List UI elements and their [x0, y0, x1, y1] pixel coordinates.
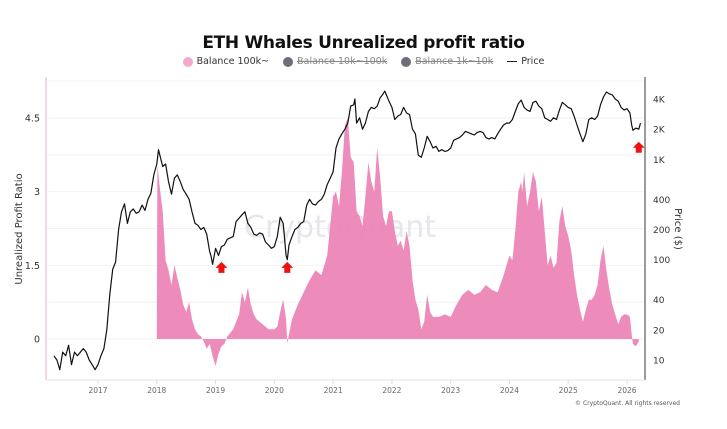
legend: Balance 100k~ Balance 10k~100k Balance 1… — [0, 56, 727, 67]
x-tick-label: 2024 — [500, 386, 519, 395]
price-line — [53, 90, 642, 371]
y-left-tick-label: 1.5 — [25, 261, 40, 272]
legend-swatch-circle — [182, 56, 193, 67]
legend-item-balance-100k[interactable]: Balance 100k~ — [182, 56, 270, 67]
up-arrow-icon — [632, 141, 645, 153]
up-arrow-icon — [215, 261, 228, 273]
x-tick-label: 2018 — [147, 386, 166, 395]
x-tick-label: 2023 — [441, 386, 460, 395]
legend-label: Balance 10k~100k — [297, 56, 388, 67]
area-balance-100k — [156, 118, 639, 366]
y-right-tick-label: 400 — [653, 196, 670, 206]
y-right-tick-label: 20 — [653, 326, 665, 336]
y-left-tick-label: 4.5 — [25, 114, 40, 125]
y-axis-right: 4K 2K 1K 400 200 100 40 20 10 — [653, 96, 670, 367]
y-left-tick-label: 0 — [34, 335, 40, 346]
x-tick-label: 2017 — [88, 386, 107, 395]
legend-label: Price — [521, 56, 545, 67]
legend-label: Balance 1k~10k — [415, 56, 494, 67]
annotations — [215, 141, 645, 273]
y-left-tick-label: 3 — [34, 187, 40, 198]
area-series — [156, 118, 639, 366]
y-right-tick-label: 1K — [653, 156, 666, 166]
x-tick-label: 2019 — [206, 386, 225, 395]
legend-item-balance-10k-100k[interactable]: Balance 10k~100k — [283, 56, 387, 67]
x-tick-label: 2022 — [382, 386, 401, 395]
y-right-tick-label: 40 — [653, 296, 665, 306]
y-right-tick-label: 2K — [653, 126, 666, 136]
x-tick-label: 2025 — [559, 386, 578, 395]
legend-swatch-circle — [401, 56, 412, 67]
x-axis: 2017 2018 2019 2020 2021 2022 2023 2024 2025 2026 — [88, 380, 637, 395]
y-right-tick-label: 200 — [653, 226, 670, 236]
x-tick-label: 2026 — [617, 386, 636, 395]
y-right-tick-label: 4K — [653, 96, 666, 106]
up-arrow-icon — [281, 261, 294, 273]
legend-item-balance-1k-10k[interactable]: Balance 1k~10k — [401, 56, 493, 67]
y-axis-left: 4.5 3 1.5 0 — [25, 114, 40, 346]
y-axis-right-label: Price ($) — [672, 208, 683, 250]
legend-item-price[interactable]: Price — [507, 56, 544, 67]
x-tick-label: 2021 — [324, 386, 343, 395]
legend-swatch-circle — [283, 56, 294, 67]
copyright: © CryptoQuant. All rights reserved — [575, 400, 680, 407]
y-axis-left-label: Unrealized Profit Ratio — [14, 173, 25, 284]
legend-label: Balance 100k~ — [196, 56, 270, 67]
y-right-tick-label: 100 — [653, 256, 670, 266]
line-series — [53, 90, 642, 371]
legend-swatch-line — [507, 60, 518, 63]
x-tick-label: 2020 — [265, 386, 284, 395]
y-right-tick-label: 10 — [653, 357, 665, 367]
chart-title: ETH Whales Unrealized profit ratio — [202, 33, 525, 53]
